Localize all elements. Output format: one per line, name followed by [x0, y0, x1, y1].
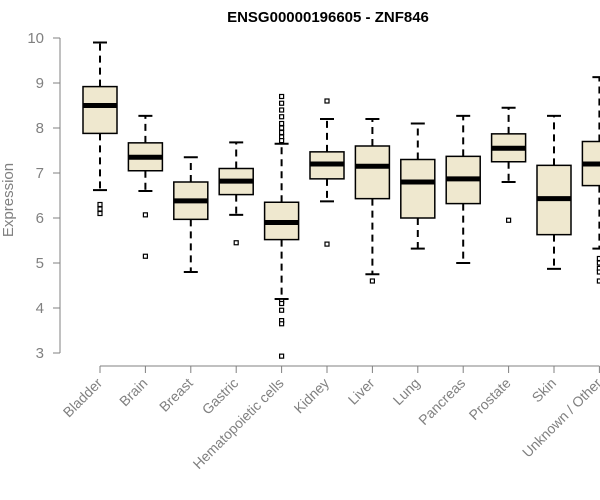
outlier-point [596, 260, 600, 266]
iqr-box [354, 145, 391, 200]
iqr-box [400, 158, 436, 219]
outlier-point [279, 93, 285, 100]
outlier-point [279, 114, 285, 120]
y-tick-label: 7 [36, 165, 44, 182]
y-tick-label: 6 [36, 210, 44, 227]
box-breast [173, 156, 209, 273]
outlier-point [279, 300, 285, 307]
box-skin [536, 114, 572, 270]
y-tick-label: 10 [27, 30, 44, 47]
outlier-point [506, 217, 512, 223]
x-tick-label: Skin [529, 375, 560, 406]
outlier-point [279, 100, 285, 106]
box-lung [400, 122, 436, 250]
box-brain [127, 114, 164, 259]
x-tick-label: Unknown / Other [519, 375, 600, 461]
x-tick-label: Breast [156, 375, 196, 415]
outlier-point [369, 278, 375, 284]
outlier-point [596, 278, 600, 284]
y-tick-label: 3 [36, 345, 44, 362]
outlier-point [97, 201, 103, 208]
outlier-point [324, 98, 330, 104]
x-tick-label: Prostate [466, 375, 514, 423]
box-pancreas [445, 114, 481, 264]
x-tick-label: Kidney [291, 375, 333, 417]
outlier-point [279, 321, 285, 327]
outlier-point [279, 120, 285, 127]
y-tick-label: 8 [36, 120, 44, 137]
box-bladder [82, 41, 118, 217]
box-liver [354, 118, 391, 284]
y-tick-label: 4 [36, 300, 44, 317]
outlier-point [233, 240, 239, 246]
outlier-point [279, 353, 285, 359]
outlier-point [142, 212, 148, 218]
box-hematopoietic-cells [263, 93, 300, 359]
outlier-point [596, 269, 600, 275]
outlier-point [279, 107, 285, 113]
outlier-point [279, 129, 285, 136]
outlier-point [97, 210, 103, 217]
x-tick-label: Gastric [199, 375, 242, 418]
box-unknown-other [581, 76, 600, 284]
y-axis-label: Expression [0, 163, 17, 237]
x-tick-label: Brain [116, 375, 150, 409]
outlier-point [142, 253, 148, 259]
y-axis: 3 4 5 6 7 8 9 10 [27, 30, 61, 362]
outlier-point [279, 125, 285, 131]
x-tick-label: Bladder [60, 375, 106, 421]
outlier-point [324, 241, 330, 247]
boxes-group [82, 41, 600, 359]
box-gastric [218, 141, 254, 246]
x-tick-label: Pancreas [415, 375, 468, 428]
box-kidney [309, 98, 345, 247]
outlier-point [279, 307, 285, 313]
y-tick-label: 5 [36, 255, 44, 272]
outlier-point [97, 206, 103, 212]
outlier-point [279, 138, 285, 144]
x-tick-label: Lung [390, 375, 423, 408]
x-tick-label: Hematopoietic cells [190, 375, 287, 472]
box-prostate [490, 106, 527, 223]
y-tick-label: 9 [36, 75, 44, 92]
iqr-box [82, 85, 118, 135]
x-tick-label: Liver [345, 375, 378, 408]
chart-title: ENSG00000196605 - ZNF846 [227, 9, 429, 26]
